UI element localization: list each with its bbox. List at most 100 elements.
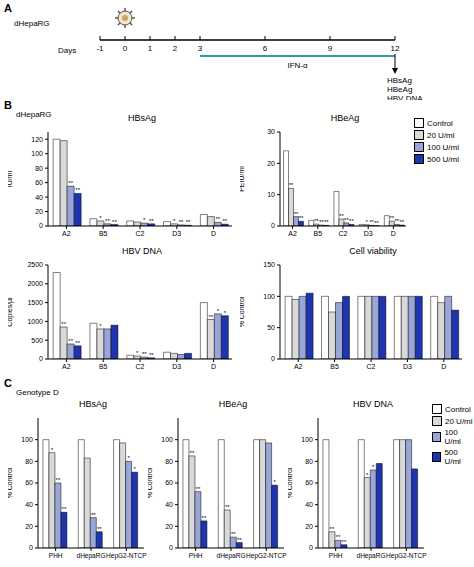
svg-text:20: 20 xyxy=(25,523,33,530)
svg-text:A2: A2 xyxy=(288,230,297,237)
svg-text:**: ** xyxy=(237,537,242,543)
svg-text:*: * xyxy=(99,215,102,221)
svg-text:80: 80 xyxy=(25,458,33,465)
svg-text:A2: A2 xyxy=(294,363,303,370)
svg-text:dHepaRG: dHepaRG xyxy=(357,552,386,560)
svg-text:**: ** xyxy=(61,321,66,327)
svg-text:**: ** xyxy=(186,219,191,225)
svg-text:*: * xyxy=(365,219,368,225)
svg-text:D3: D3 xyxy=(403,363,412,370)
svg-text:**: ** xyxy=(374,220,379,226)
svg-text:0: 0 xyxy=(39,355,43,362)
svg-text:**: ** xyxy=(342,539,347,545)
svg-text:150: 150 xyxy=(263,261,275,268)
svg-text:B5: B5 xyxy=(314,230,323,237)
svg-text:**: ** xyxy=(105,218,110,224)
svg-text:1: 1 xyxy=(148,44,153,53)
svg-text:30: 30 xyxy=(267,128,275,135)
svg-text:*: * xyxy=(366,472,369,478)
svg-text:**: ** xyxy=(209,314,214,320)
svg-text:*: * xyxy=(143,217,146,223)
svg-text:PHH: PHH xyxy=(329,552,343,559)
svg-text:2000: 2000 xyxy=(27,280,43,287)
svg-text:**: ** xyxy=(56,477,61,483)
svg-text:HepG2-NTCP: HepG2-NTCP xyxy=(246,552,286,560)
svg-text:60: 60 xyxy=(305,479,313,486)
svg-text:dHepaRG: dHepaRG xyxy=(14,19,50,28)
svg-text:C2: C2 xyxy=(136,363,145,370)
svg-text:**: ** xyxy=(112,219,117,225)
svg-text:**: ** xyxy=(330,526,335,532)
svg-text:Days: Days xyxy=(58,46,76,55)
svg-text:IU/ml: IU/ml xyxy=(8,170,13,187)
svg-text:100: 100 xyxy=(301,436,313,443)
svg-text:D: D xyxy=(211,230,216,237)
svg-text:**: ** xyxy=(149,218,154,224)
svg-text:D: D xyxy=(211,363,216,370)
svg-text:500: 500 xyxy=(31,337,43,344)
svg-text:6: 6 xyxy=(263,44,268,53)
svg-text:20: 20 xyxy=(165,523,173,530)
svg-text:0: 0 xyxy=(309,544,313,551)
svg-text:9: 9 xyxy=(328,44,333,53)
svg-text:*: * xyxy=(133,466,136,472)
svg-text:A2: A2 xyxy=(62,230,71,237)
svg-text:PEIU/ml: PEIU/ml xyxy=(240,166,245,192)
svg-text:80: 80 xyxy=(305,458,313,465)
svg-text:3: 3 xyxy=(198,44,203,53)
svg-text:**: ** xyxy=(68,180,73,186)
svg-text:**: ** xyxy=(68,338,73,344)
svg-text:**: ** xyxy=(399,219,404,225)
svg-text:0: 0 xyxy=(29,544,33,551)
svg-text:D3: D3 xyxy=(172,363,181,370)
svg-text:20: 20 xyxy=(35,208,43,215)
svg-text:*: * xyxy=(224,310,227,316)
svg-text:1000: 1000 xyxy=(27,318,43,325)
svg-text:**: ** xyxy=(299,215,304,221)
svg-text:**: ** xyxy=(231,531,236,537)
svg-text:B5: B5 xyxy=(330,363,339,370)
svg-text:100: 100 xyxy=(21,436,33,443)
svg-text:100: 100 xyxy=(31,150,43,157)
svg-text:% Control: % Control xyxy=(240,296,245,327)
svg-text:**: ** xyxy=(216,216,221,222)
svg-text:IFN-α: IFN-α xyxy=(287,61,308,70)
svg-text:**: ** xyxy=(196,486,201,492)
svg-text:dHepaRG: dHepaRG xyxy=(217,552,246,560)
svg-text:20: 20 xyxy=(267,160,275,167)
svg-text:40: 40 xyxy=(25,501,33,508)
svg-text:2: 2 xyxy=(173,44,178,53)
svg-text:0: 0 xyxy=(271,355,275,362)
svg-text:**: ** xyxy=(324,219,329,225)
svg-text:**: ** xyxy=(225,504,230,510)
svg-text:PHH: PHH xyxy=(49,552,63,559)
svg-text:12: 12 xyxy=(391,44,400,53)
svg-text:-1: -1 xyxy=(96,44,104,53)
svg-text:% Control: % Control xyxy=(288,467,293,498)
svg-text:D3: D3 xyxy=(364,230,373,237)
svg-text:40: 40 xyxy=(35,194,43,201)
svg-text:60: 60 xyxy=(35,179,43,186)
svg-text:100: 100 xyxy=(161,436,173,443)
svg-text:100: 100 xyxy=(263,293,275,300)
svg-text:**: ** xyxy=(289,182,294,188)
svg-text:40: 40 xyxy=(305,501,313,508)
svg-text:*: * xyxy=(127,455,130,461)
svg-text:% Control: % Control xyxy=(8,467,13,498)
svg-text:D: D xyxy=(441,363,446,370)
svg-text:C2: C2 xyxy=(339,230,348,237)
svg-text:10: 10 xyxy=(267,191,275,198)
svg-text:60: 60 xyxy=(165,479,173,486)
svg-text:*: * xyxy=(136,350,139,356)
svg-text:50: 50 xyxy=(267,324,275,331)
svg-text:C2: C2 xyxy=(367,363,376,370)
svg-text:D3: D3 xyxy=(172,230,181,237)
svg-text:**: ** xyxy=(91,512,96,518)
svg-text:0: 0 xyxy=(39,222,43,229)
svg-text:80: 80 xyxy=(35,165,43,172)
svg-text:**: ** xyxy=(142,351,147,357)
svg-text:*: * xyxy=(99,323,102,329)
svg-text:HBsAg: HBsAg xyxy=(387,76,412,85)
svg-text:B5: B5 xyxy=(99,363,108,370)
svg-text:20: 20 xyxy=(305,523,313,530)
